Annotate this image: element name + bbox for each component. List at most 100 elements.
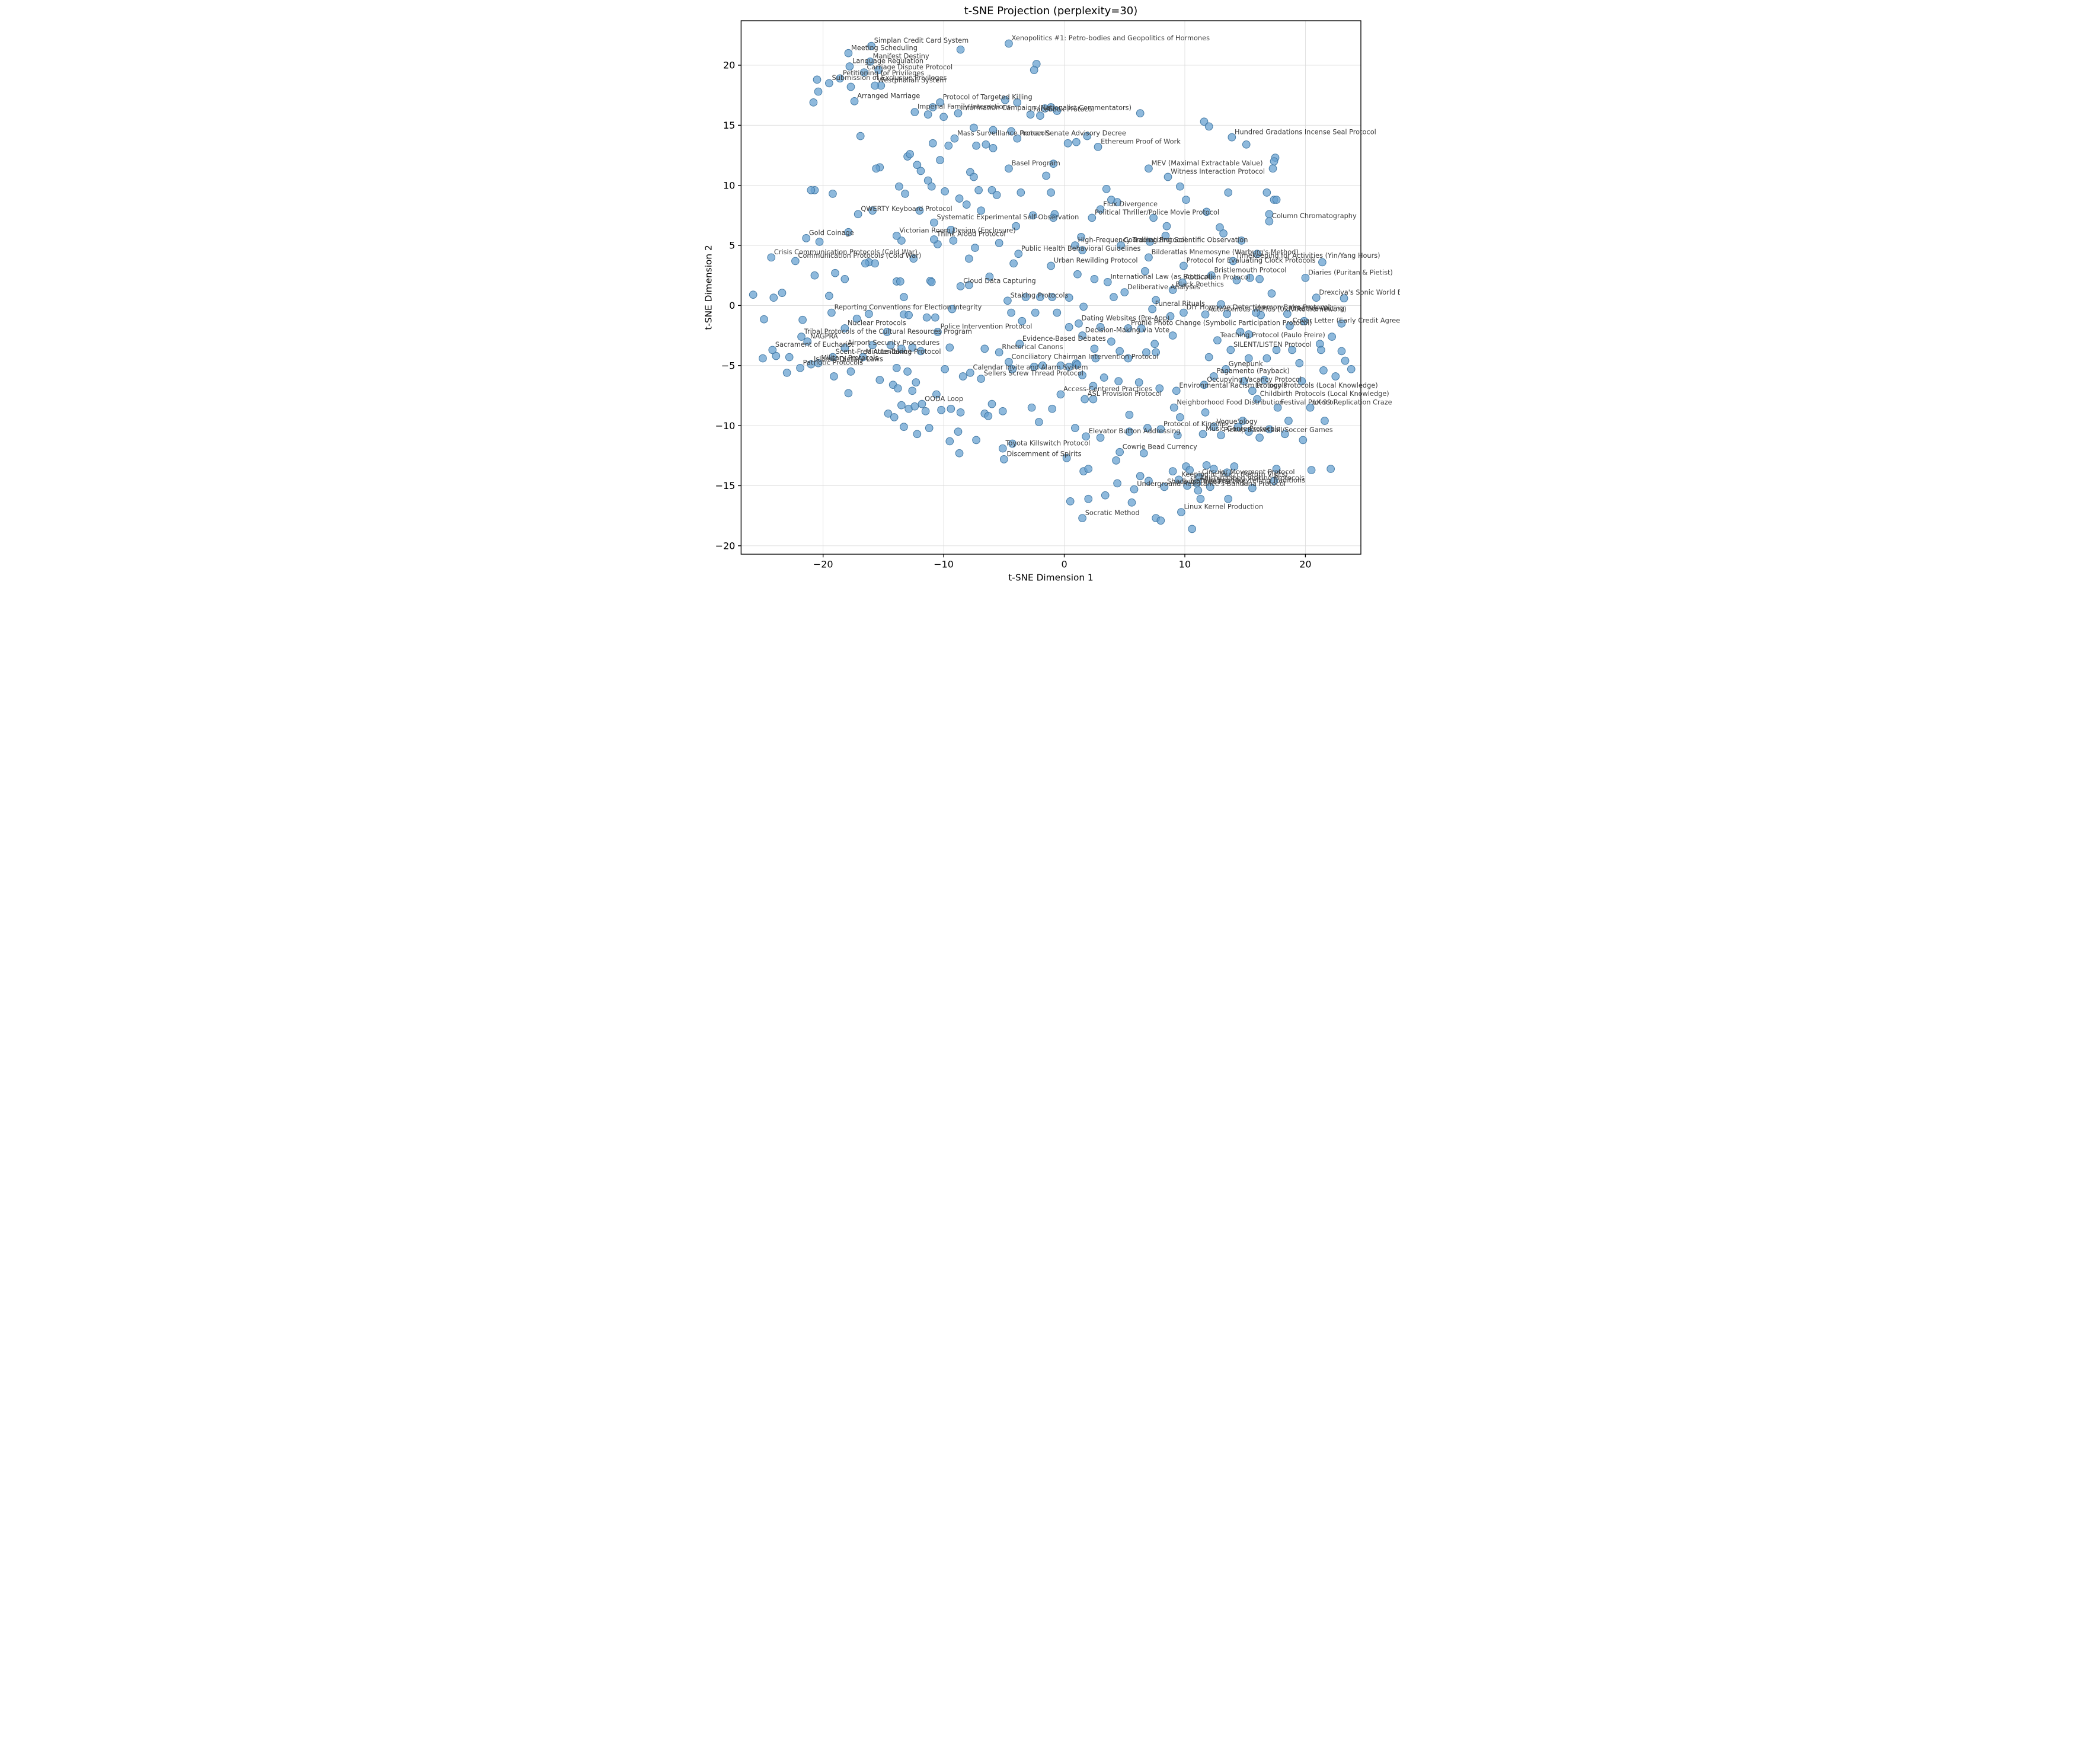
data-point-labeled [1096, 205, 1105, 214]
data-point [989, 126, 998, 135]
data-point [1168, 331, 1177, 340]
data-point [1048, 293, 1057, 302]
data-point-labeled [1145, 253, 1153, 262]
data-point [1089, 395, 1098, 404]
data-point [1036, 293, 1044, 302]
data-point [1012, 222, 1021, 231]
data-point [1262, 188, 1271, 197]
data-point [883, 328, 891, 336]
data-point-labeled [1306, 403, 1315, 412]
data-point [1168, 467, 1177, 475]
point-label: DIY Hormone Detection [1187, 303, 1265, 311]
point-label: Linux Kernel Production [1184, 503, 1264, 511]
data-point [1265, 425, 1274, 434]
data-point [1072, 138, 1081, 146]
axis-ticks [738, 65, 1306, 558]
point-label: Music Genre Protocols [1206, 424, 1280, 433]
data-point-labeled [1013, 134, 1022, 143]
data-point [892, 363, 901, 372]
point-label: Drexciya's Sonic World Building [1319, 288, 1400, 296]
data-point [897, 401, 906, 410]
data-point-labeled [1103, 278, 1112, 286]
data-point [916, 167, 925, 175]
data-point [868, 206, 877, 215]
data-point [970, 172, 978, 181]
data-point-labeled [1283, 309, 1292, 318]
point-label: Public Health Behavioral Guidelines [1021, 244, 1141, 252]
y-tick-label: 10 [723, 180, 735, 191]
data-point-labeled [1312, 293, 1321, 302]
data-point [1101, 491, 1110, 500]
data-point [1001, 95, 1009, 104]
data-point [947, 225, 955, 234]
point-label: Reporting Conventions for Election Integ… [835, 303, 982, 311]
data-point [1047, 103, 1055, 111]
data-point [1244, 354, 1253, 363]
data-point [1066, 497, 1075, 506]
point-label: ASL Provision Protocol [1088, 389, 1162, 398]
y-tick-label: 20 [723, 60, 735, 71]
point-label: International Law (as Protocol) [1110, 273, 1213, 281]
data-point [1300, 317, 1309, 325]
data-point [1288, 346, 1296, 354]
data-point [1202, 461, 1211, 469]
data-point-labeled [791, 257, 800, 266]
data-point-labeled [1201, 310, 1210, 319]
data-point [814, 87, 823, 96]
point-label: Gynepunk [1229, 359, 1263, 367]
point-label: Ethereum Proof of Work [1101, 138, 1181, 146]
data-point [1284, 417, 1293, 425]
data-point-labeled [1180, 261, 1188, 270]
data-point [1096, 433, 1105, 442]
data-point [1202, 207, 1211, 216]
data-point [760, 315, 768, 324]
data-point [1113, 479, 1121, 488]
point-label: Lemon Balm Protocol [1259, 303, 1330, 311]
data-point [1246, 273, 1254, 282]
data-point [1230, 462, 1239, 471]
data-point [1295, 359, 1304, 367]
x-tick-label: −10 [934, 559, 954, 570]
point-label: Protocol of Kinship [1164, 420, 1226, 428]
data-point [1065, 362, 1073, 371]
data-point-labeled [1078, 514, 1086, 523]
data-point [1216, 223, 1224, 232]
data-point-labeled [1081, 395, 1089, 404]
data-point-labeled [1273, 403, 1282, 412]
data-point [1267, 289, 1276, 298]
y-tick-label: 0 [729, 300, 735, 311]
data-point [1071, 424, 1079, 432]
data-point [1176, 413, 1184, 421]
data-point-labeled [956, 282, 965, 290]
data-point [1065, 293, 1073, 302]
point-label: Staking Protocols [1011, 291, 1069, 299]
data-point [1079, 302, 1088, 311]
data-point [904, 311, 913, 319]
data-point-labeled [930, 235, 938, 244]
data-point [1114, 377, 1123, 385]
data-point-labeled [1130, 485, 1139, 494]
point-label: Occupying Vacancy Protocol [1207, 375, 1302, 383]
point-label: Arranged Marriage [857, 91, 920, 100]
data-point [825, 292, 833, 301]
data-point [1173, 431, 1182, 440]
data-point-labeled [867, 41, 875, 50]
data-point-labeled [850, 97, 859, 106]
data-point-labeled [1120, 288, 1129, 296]
point-label: Manifest Destiny [873, 52, 929, 60]
data-point [1077, 233, 1085, 241]
point-label: Cloud Data Capturing [963, 277, 1035, 285]
data-point [868, 341, 877, 350]
point-label: Basel Program [1012, 159, 1060, 167]
point-label: Systematic Experimental Self-Observation [937, 213, 1079, 221]
data-point [1107, 337, 1115, 346]
data-point-labeled [827, 308, 836, 317]
data-point [908, 386, 917, 395]
data-point-labeled [977, 375, 986, 383]
point-label: Pickup Basketball/Soccer Games [1224, 426, 1333, 434]
data-point [937, 405, 945, 414]
point-label: Creative Writing [1290, 304, 1345, 312]
data-point [1242, 140, 1251, 149]
data-point [923, 110, 932, 119]
data-point [944, 141, 953, 150]
